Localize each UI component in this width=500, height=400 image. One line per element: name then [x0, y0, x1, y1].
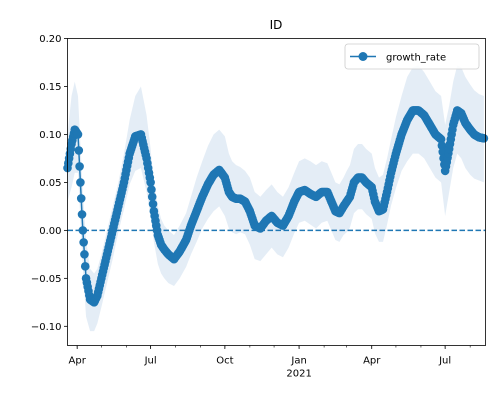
y-tick-label: 0.05	[39, 178, 61, 189]
axes-frame	[67, 38, 486, 346]
data-point	[75, 162, 84, 171]
y-tick-label: 0.15	[39, 82, 61, 93]
y-axis: −0.10 −0.05 0.00 0.05 0.10 0.15 0.20	[31, 34, 68, 333]
data-point	[76, 194, 86, 203]
x-tick-label: Oct	[216, 356, 233, 367]
y-tick-label: −0.05	[31, 274, 62, 285]
confidence-band	[67, 65, 484, 332]
data-point	[73, 130, 83, 139]
data-point	[437, 141, 447, 150]
x-tick-label: Jul	[438, 356, 451, 367]
x-tick-year-label: 2021	[286, 369, 311, 380]
y-tick-label: 0.10	[39, 130, 61, 141]
series-layer	[63, 106, 489, 307]
plot-area	[63, 65, 489, 332]
data-point	[147, 185, 156, 194]
data-point	[79, 238, 88, 247]
x-tick-label: Apr	[69, 356, 87, 367]
y-tick-label: −0.10	[31, 322, 62, 333]
data-point	[80, 250, 89, 259]
x-tick-label: Jan	[290, 356, 306, 367]
data-point	[146, 178, 155, 187]
y-tick-label: 0.00	[39, 226, 61, 237]
x-axis: Apr Jul Oct Jan 2021 Apr Jul	[69, 345, 471, 380]
x-tick-label: Apr	[363, 356, 381, 367]
legend-box	[344, 43, 480, 70]
data-point	[78, 226, 88, 235]
legend-entry-growth-rate: growth_rate	[386, 53, 446, 64]
data-point	[148, 199, 158, 209]
data-point	[76, 178, 85, 187]
data-point	[77, 210, 87, 219]
legend-point-marker	[358, 52, 368, 61]
data-point	[74, 146, 84, 155]
data-point	[436, 134, 446, 144]
data-point	[80, 262, 90, 271]
data-point	[147, 192, 157, 202]
confidence-band-layer	[67, 65, 484, 332]
y-tick-label: 0.20	[39, 34, 61, 45]
x-tick-label: Jul	[144, 356, 157, 367]
data-point	[479, 133, 489, 143]
chart-title: ID	[270, 18, 283, 32]
legend: growth_rate	[344, 43, 480, 70]
